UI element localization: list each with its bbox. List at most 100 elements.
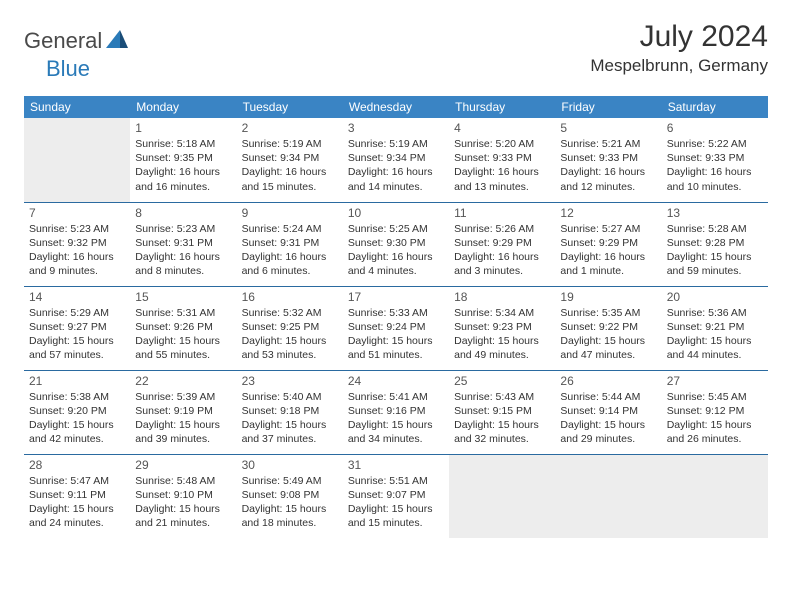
day-info: Sunrise: 5:36 AMSunset: 9:21 PMDaylight:… <box>667 306 763 363</box>
day-number: 31 <box>348 458 444 472</box>
location: Mespelbrunn, Germany <box>590 56 768 76</box>
weekday-header: Sunday <box>24 96 130 118</box>
day-info: Sunrise: 5:41 AMSunset: 9:16 PMDaylight:… <box>348 390 444 447</box>
calendar-page: General July 2024 Mespelbrunn, Germany B… <box>0 0 792 558</box>
calendar-week-row: 14 Sunrise: 5:29 AMSunset: 9:27 PMDayligh… <box>24 286 768 370</box>
day-number: 18 <box>454 290 550 304</box>
calendar-empty-cell <box>24 118 130 202</box>
calendar-day-cell: 14 Sunrise: 5:29 AMSunset: 9:27 PMDayligh… <box>24 286 130 370</box>
calendar-empty-cell <box>555 454 661 538</box>
day-info: Sunrise: 5:32 AMSunset: 9:25 PMDaylight:… <box>242 306 338 363</box>
day-number: 19 <box>560 290 656 304</box>
day-info: Sunrise: 5:24 AMSunset: 9:31 PMDaylight:… <box>242 222 338 279</box>
calendar-day-cell: 7 Sunrise: 5:23 AMSunset: 9:32 PMDaylight… <box>24 202 130 286</box>
day-info: Sunrise: 5:29 AMSunset: 9:27 PMDaylight:… <box>29 306 125 363</box>
day-info: Sunrise: 5:47 AMSunset: 9:11 PMDaylight:… <box>29 474 125 531</box>
day-number: 23 <box>242 374 338 388</box>
day-number: 7 <box>29 206 125 220</box>
calendar-day-cell: 5 Sunrise: 5:21 AMSunset: 9:33 PMDaylight… <box>555 118 661 202</box>
day-number: 20 <box>667 290 763 304</box>
calendar-day-cell: 4Sunrise: 5:20 AMSunset: 9:33 PMDaylight… <box>449 118 555 202</box>
calendar-day-cell: 22 Sunrise: 5:39 AMSunset: 9:19 PMDayligh… <box>130 370 236 454</box>
day-info: Sunrise: 5:39 AMSunset: 9:19 PMDaylight:… <box>135 390 231 447</box>
day-number: 27 <box>667 374 763 388</box>
day-number: 24 <box>348 374 444 388</box>
day-number: 5 <box>560 121 656 135</box>
day-number: 28 <box>29 458 125 472</box>
weekday-header: Thursday <box>449 96 555 118</box>
calendar-day-cell: 31Sunrise: 5:51 AMSunset: 9:07 PMDayligh… <box>343 454 449 538</box>
day-number: 17 <box>348 290 444 304</box>
day-info: Sunrise: 5:21 AMSunset: 9:33 PMDaylight:… <box>560 137 656 194</box>
logo-triangle-icon <box>106 30 128 53</box>
day-info: Sunrise: 5:43 AMSunset: 9:15 PMDaylight:… <box>454 390 550 447</box>
day-info: Sunrise: 5:25 AMSunset: 9:30 PMDaylight:… <box>348 222 444 279</box>
calendar-day-cell: 10Sunrise: 5:25 AMSunset: 9:30 PMDayligh… <box>343 202 449 286</box>
day-info: Sunrise: 5:18 AMSunset: 9:35 PMDaylight:… <box>135 137 231 194</box>
weekday-header: Wednesday <box>343 96 449 118</box>
calendar-day-cell: 18Sunrise: 5:34 AMSunset: 9:23 PMDayligh… <box>449 286 555 370</box>
day-number: 29 <box>135 458 231 472</box>
day-number: 30 <box>242 458 338 472</box>
day-info: Sunrise: 5:23 AMSunset: 9:32 PMDaylight:… <box>29 222 125 279</box>
day-info: Sunrise: 5:28 AMSunset: 9:28 PMDaylight:… <box>667 222 763 279</box>
title-block: July 2024 Mespelbrunn, Germany <box>590 20 768 76</box>
weekday-header: Tuesday <box>237 96 343 118</box>
calendar-empty-cell <box>449 454 555 538</box>
day-number: 25 <box>454 374 550 388</box>
day-info: Sunrise: 5:44 AMSunset: 9:14 PMDaylight:… <box>560 390 656 447</box>
calendar-day-cell: 13 Sunrise: 5:28 AMSunset: 9:28 PMDayligh… <box>662 202 768 286</box>
weekday-header: Monday <box>130 96 236 118</box>
day-number: 2 <box>242 121 338 135</box>
calendar-day-cell: 30Sunrise: 5:49 AMSunset: 9:08 PMDayligh… <box>237 454 343 538</box>
day-info: Sunrise: 5:45 AMSunset: 9:12 PMDaylight:… <box>667 390 763 447</box>
day-info: Sunrise: 5:48 AMSunset: 9:10 PMDaylight:… <box>135 474 231 531</box>
calendar-day-cell: 6 Sunrise: 5:22 AMSunset: 9:33 PMDaylight… <box>662 118 768 202</box>
calendar-day-cell: 21 Sunrise: 5:38 AMSunset: 9:20 PMDayligh… <box>24 370 130 454</box>
day-number: 14 <box>29 290 125 304</box>
day-number: 12 <box>560 206 656 220</box>
calendar-table: SundayMondayTuesdayWednesdayThursdayFrid… <box>24 96 768 538</box>
calendar-day-cell: 27 Sunrise: 5:45 AMSunset: 9:12 PMDayligh… <box>662 370 768 454</box>
calendar-day-cell: 24 Sunrise: 5:41 AMSunset: 9:16 PMDayligh… <box>343 370 449 454</box>
day-number: 8 <box>135 206 231 220</box>
day-number: 13 <box>667 206 763 220</box>
day-number: 26 <box>560 374 656 388</box>
calendar-day-cell: 17Sunrise: 5:33 AMSunset: 9:24 PMDayligh… <box>343 286 449 370</box>
calendar-day-cell: 12Sunrise: 5:27 AMSunset: 9:29 PMDayligh… <box>555 202 661 286</box>
weekday-header-row: SundayMondayTuesdayWednesdayThursdayFrid… <box>24 96 768 118</box>
day-number: 6 <box>667 121 763 135</box>
calendar-day-cell: 8Sunrise: 5:23 AMSunset: 9:31 PMDaylight… <box>130 202 236 286</box>
calendar-day-cell: 16 Sunrise: 5:32 AMSunset: 9:25 PMDayligh… <box>237 286 343 370</box>
day-info: Sunrise: 5:40 AMSunset: 9:18 PMDaylight:… <box>242 390 338 447</box>
day-info: Sunrise: 5:19 AMSunset: 9:34 PMDaylight:… <box>348 137 444 194</box>
day-number: 9 <box>242 206 338 220</box>
day-number: 21 <box>29 374 125 388</box>
day-number: 16 <box>242 290 338 304</box>
day-info: Sunrise: 5:19 AMSunset: 9:34 PMDaylight:… <box>242 137 338 194</box>
calendar-week-row: 28 Sunrise: 5:47 AMSunset: 9:11 PMDayligh… <box>24 454 768 538</box>
calendar-day-cell: 25 Sunrise: 5:43 AMSunset: 9:15 PMDayligh… <box>449 370 555 454</box>
day-number: 11 <box>454 206 550 220</box>
logo: General <box>24 20 130 54</box>
calendar-empty-cell <box>662 454 768 538</box>
calendar-day-cell: 9 Sunrise: 5:24 AMSunset: 9:31 PMDaylight… <box>237 202 343 286</box>
weekday-header: Saturday <box>662 96 768 118</box>
calendar-week-row: 21 Sunrise: 5:38 AMSunset: 9:20 PMDayligh… <box>24 370 768 454</box>
calendar-day-cell: 26 Sunrise: 5:44 AMSunset: 9:14 PMDayligh… <box>555 370 661 454</box>
calendar-day-cell: 3Sunrise: 5:19 AMSunset: 9:34 PMDaylight… <box>343 118 449 202</box>
logo-text-blue: Blue <box>46 56 90 82</box>
calendar-day-cell: 1 Sunrise: 5:18 AMSunset: 9:35 PMDaylight… <box>130 118 236 202</box>
logo-text-general: General <box>24 28 102 54</box>
day-info: Sunrise: 5:22 AMSunset: 9:33 PMDaylight:… <box>667 137 763 194</box>
calendar-day-cell: 23 Sunrise: 5:40 AMSunset: 9:18 PMDayligh… <box>237 370 343 454</box>
day-number: 1 <box>135 121 231 135</box>
calendar-day-cell: 29 Sunrise: 5:48 AMSunset: 9:10 PMDayligh… <box>130 454 236 538</box>
day-info: Sunrise: 5:38 AMSunset: 9:20 PMDaylight:… <box>29 390 125 447</box>
day-number: 15 <box>135 290 231 304</box>
calendar-day-cell: 19Sunrise: 5:35 AMSunset: 9:22 PMDayligh… <box>555 286 661 370</box>
day-info: Sunrise: 5:31 AMSunset: 9:26 PMDaylight:… <box>135 306 231 363</box>
calendar-day-cell: 28 Sunrise: 5:47 AMSunset: 9:11 PMDayligh… <box>24 454 130 538</box>
day-number: 22 <box>135 374 231 388</box>
day-number: 4 <box>454 121 550 135</box>
